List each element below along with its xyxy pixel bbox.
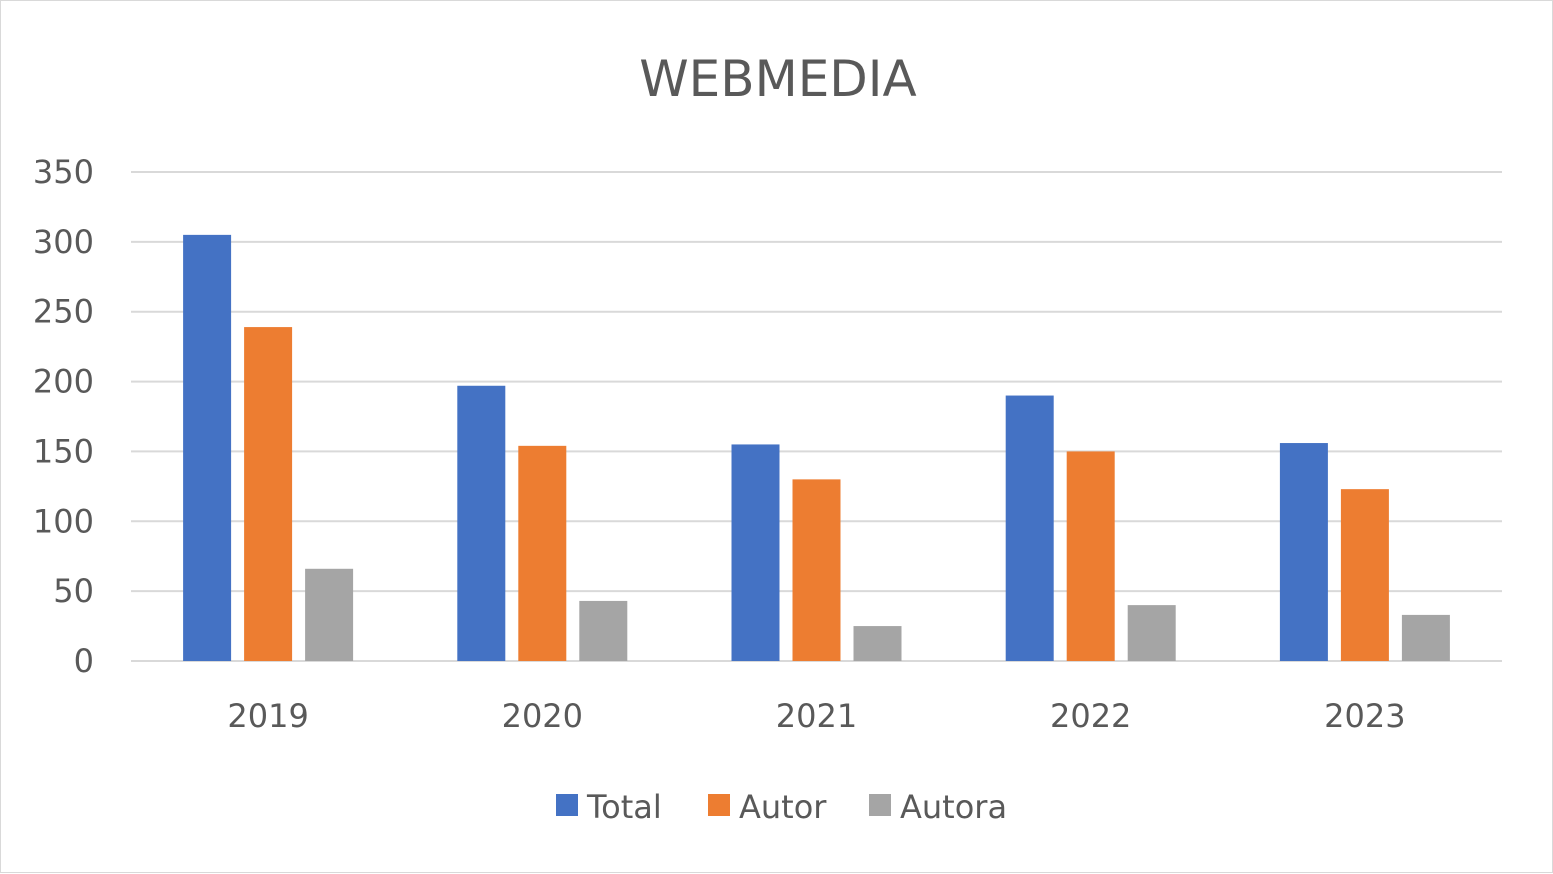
- bar-autora-2022: [1127, 605, 1176, 661]
- chart-title: WEBMEDIA: [639, 50, 917, 108]
- bar-autora-2020: [579, 600, 628, 661]
- bar-autor-2023: [1340, 489, 1389, 661]
- y-tick-label: 250: [33, 293, 94, 331]
- x-tick-label: 2021: [776, 697, 857, 735]
- x-axis-ticks: 2019 2020 2021 2022 2023: [227, 697, 1405, 735]
- bar-autor-2020: [518, 445, 567, 661]
- x-tick-label: 2022: [1050, 697, 1131, 735]
- legend-label-autor: Autor: [739, 788, 827, 826]
- bar-autor-2022: [1066, 451, 1115, 661]
- legend-swatch-autor: [708, 794, 730, 816]
- y-tick-label: 200: [33, 363, 94, 401]
- bars: [183, 234, 1450, 661]
- bar-total-2022: [1005, 395, 1054, 661]
- bar-autora-2019: [305, 568, 354, 661]
- y-tick-label: 350: [33, 153, 94, 191]
- y-tick-label: 100: [33, 502, 94, 540]
- x-tick-label: 2023: [1324, 697, 1405, 735]
- legend-swatch-autora: [869, 794, 891, 816]
- legend-label-total: Total: [586, 788, 662, 826]
- x-tick-label: 2019: [227, 697, 308, 735]
- y-tick-label: 150: [33, 432, 94, 470]
- y-tick-label: 300: [33, 223, 94, 261]
- legend-swatch-total: [556, 794, 578, 816]
- legend: Total Autor Autora: [556, 788, 1007, 826]
- bar-autor-2021: [792, 479, 841, 661]
- x-tick-label: 2020: [502, 697, 583, 735]
- legend-label-autora: Autora: [900, 788, 1007, 826]
- bar-autora-2021: [853, 626, 902, 661]
- bar-total-2020: [457, 385, 506, 661]
- y-axis-ticks: 0 50 100 150 200 250 300 350: [33, 153, 94, 680]
- bar-total-2021: [731, 444, 780, 661]
- bar-total-2023: [1279, 443, 1328, 661]
- bar-total-2019: [183, 234, 232, 661]
- y-tick-label: 0: [74, 642, 94, 680]
- bar-autora-2023: [1401, 614, 1450, 661]
- y-tick-label: 50: [53, 572, 94, 610]
- bar-autor-2019: [244, 327, 293, 661]
